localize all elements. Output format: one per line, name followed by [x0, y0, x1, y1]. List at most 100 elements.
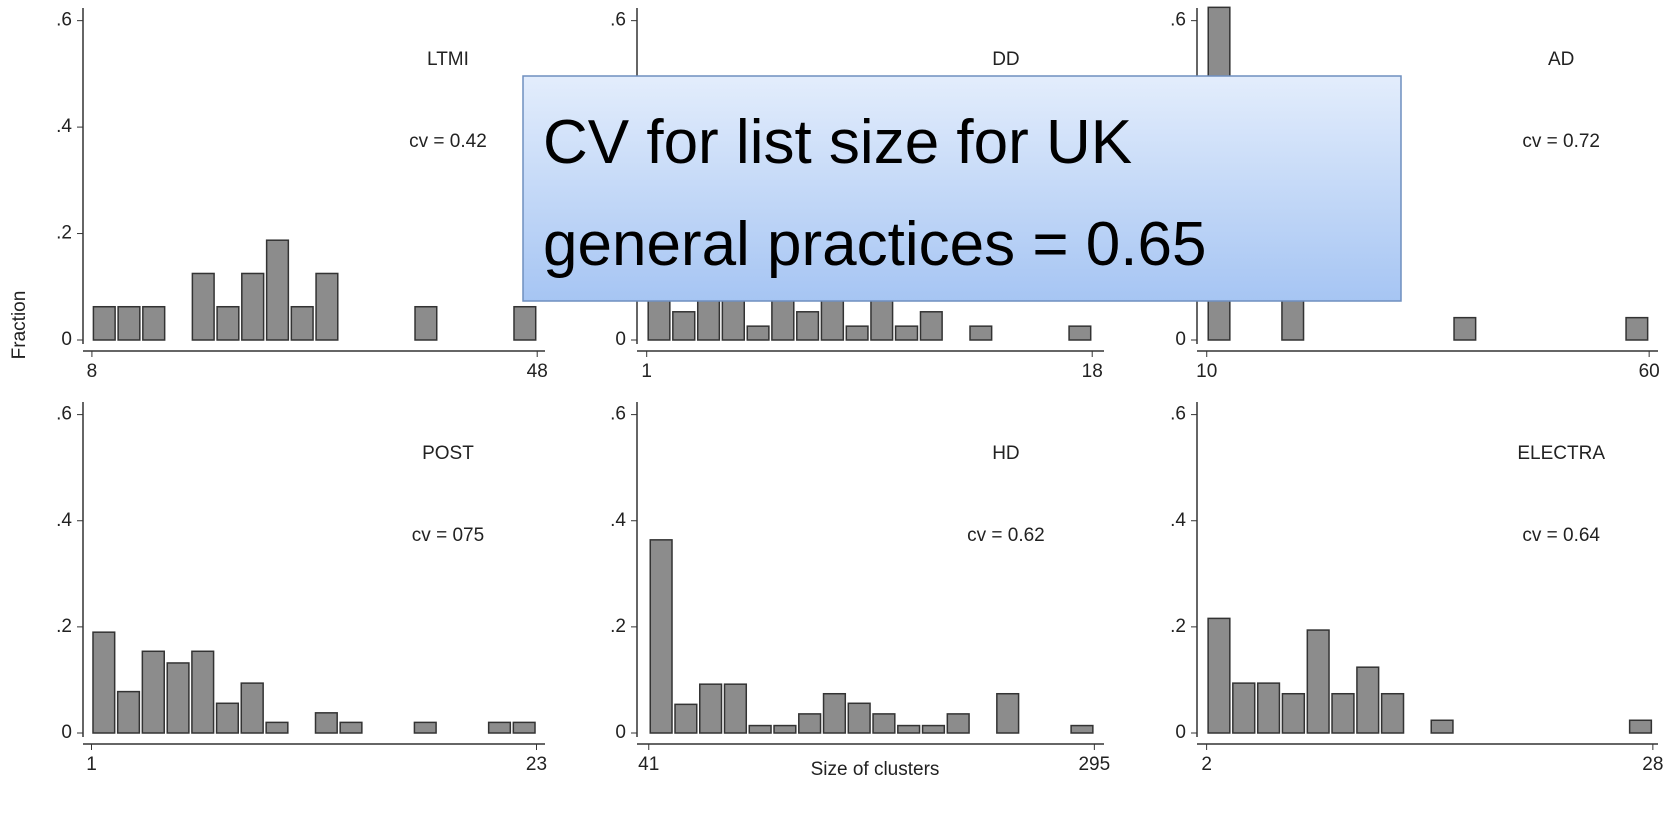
- x-tick-label: 23: [526, 754, 547, 775]
- y-tick-label: 0: [615, 329, 626, 350]
- bar: [265, 721, 289, 734]
- bar: [969, 325, 993, 341]
- bar: [921, 724, 946, 734]
- y-tick-label: 0: [61, 722, 72, 743]
- bar: [191, 272, 215, 341]
- bar: [117, 305, 141, 341]
- y-tick-label: .2: [56, 223, 72, 244]
- y-tick-label: .4: [610, 510, 626, 531]
- y-tick-label: 0: [615, 722, 626, 743]
- bar: [1625, 316, 1649, 341]
- bar: [1207, 617, 1231, 734]
- bar: [116, 690, 141, 734]
- bar: [847, 702, 871, 734]
- bar: [215, 702, 240, 734]
- x-tick-label: 1: [641, 361, 652, 382]
- overlay-background: [522, 75, 1402, 302]
- bar: [1453, 316, 1477, 341]
- bar: [290, 305, 314, 341]
- overlay-box: CV for list size for UK general practice…: [522, 75, 1402, 302]
- bar: [1356, 666, 1380, 734]
- y-tick-label: .2: [1170, 616, 1186, 637]
- bar: [241, 272, 265, 341]
- bar: [996, 692, 1020, 734]
- bar: [919, 311, 943, 341]
- y-tick-label: 0: [61, 329, 72, 350]
- bar: [166, 662, 190, 734]
- bar: [513, 305, 537, 341]
- y-tick-label: .6: [56, 10, 72, 31]
- bar: [748, 724, 772, 734]
- panel-title: DD: [992, 49, 1019, 70]
- panels: 0 .2 .4 .6 8 48 LTMI cv = 0.42 0 .2 .4 .6 1 18 DD cv = …: [56, 6, 1663, 775]
- x-axis-label: Size of clusters: [811, 759, 940, 780]
- panel-title: POST: [422, 443, 474, 464]
- x-tick-label: 18: [1082, 361, 1103, 382]
- panel-title: LTMI: [427, 49, 469, 70]
- bar: [512, 721, 536, 734]
- bar: [845, 325, 869, 341]
- y-tick-label: .2: [56, 616, 72, 637]
- bar: [142, 305, 166, 341]
- x-tick-label: 28: [1642, 754, 1663, 775]
- bar: [339, 721, 363, 734]
- overlay-line: CV for list size for UK: [543, 108, 1132, 177]
- bar: [870, 296, 894, 341]
- overlay-line: general practices = 0.65: [543, 210, 1206, 279]
- y-tick-label: .4: [56, 116, 72, 137]
- bar: [822, 692, 847, 734]
- y-tick-label: 0: [1175, 722, 1186, 743]
- bar: [1070, 724, 1094, 734]
- bar: [746, 325, 770, 341]
- bar: [1068, 325, 1092, 341]
- y-tick-label: .6: [610, 10, 626, 31]
- y-tick-label: .6: [1170, 404, 1186, 425]
- y-tick-label: .6: [56, 404, 72, 425]
- bar: [487, 721, 512, 734]
- bar: [1331, 692, 1355, 734]
- bar: [1628, 719, 1653, 734]
- bar: [141, 650, 165, 734]
- bar: [92, 305, 116, 341]
- bar: [1380, 692, 1405, 734]
- cv-annotation: cv = 0.62: [967, 525, 1045, 546]
- x-tick-label: 60: [1639, 361, 1660, 382]
- bar: [771, 296, 795, 341]
- x-tick-label: 8: [87, 361, 98, 382]
- bar: [699, 683, 723, 734]
- y-tick-label: 0: [1175, 329, 1186, 350]
- x-tick-label: 295: [1078, 754, 1110, 775]
- cv-annotation: cv = 075: [412, 525, 484, 546]
- bar: [649, 539, 673, 734]
- bar: [92, 631, 116, 734]
- bar: [1281, 692, 1306, 734]
- bar: [413, 721, 437, 734]
- bar: [872, 713, 896, 734]
- bar: [216, 305, 240, 341]
- cv-annotation: cv = 0.72: [1522, 131, 1600, 152]
- bar: [674, 703, 698, 734]
- panel-title: HD: [992, 443, 1019, 464]
- bar: [796, 311, 820, 341]
- y-tick-label: .4: [56, 510, 72, 531]
- y-tick-label: .6: [610, 404, 626, 425]
- bar: [773, 724, 797, 734]
- x-tick-label: 2: [1201, 754, 1212, 775]
- cv-annotation: cv = 0.64: [1522, 525, 1600, 546]
- bar: [314, 712, 338, 734]
- bar: [315, 272, 339, 341]
- bar: [1256, 682, 1281, 734]
- bar: [191, 650, 215, 734]
- bar: [1430, 719, 1454, 734]
- panel-title: AD: [1548, 49, 1574, 70]
- cv-annotation: cv = 0.42: [409, 131, 487, 152]
- x-tick-label: 1: [86, 754, 97, 775]
- x-tick-label: 48: [527, 361, 548, 382]
- bar: [1232, 682, 1256, 734]
- bar: [946, 713, 970, 734]
- panel-title: ELECTRA: [1517, 443, 1605, 464]
- bar: [723, 683, 748, 734]
- y-tick-label: .6: [1170, 10, 1186, 31]
- bar: [894, 325, 919, 341]
